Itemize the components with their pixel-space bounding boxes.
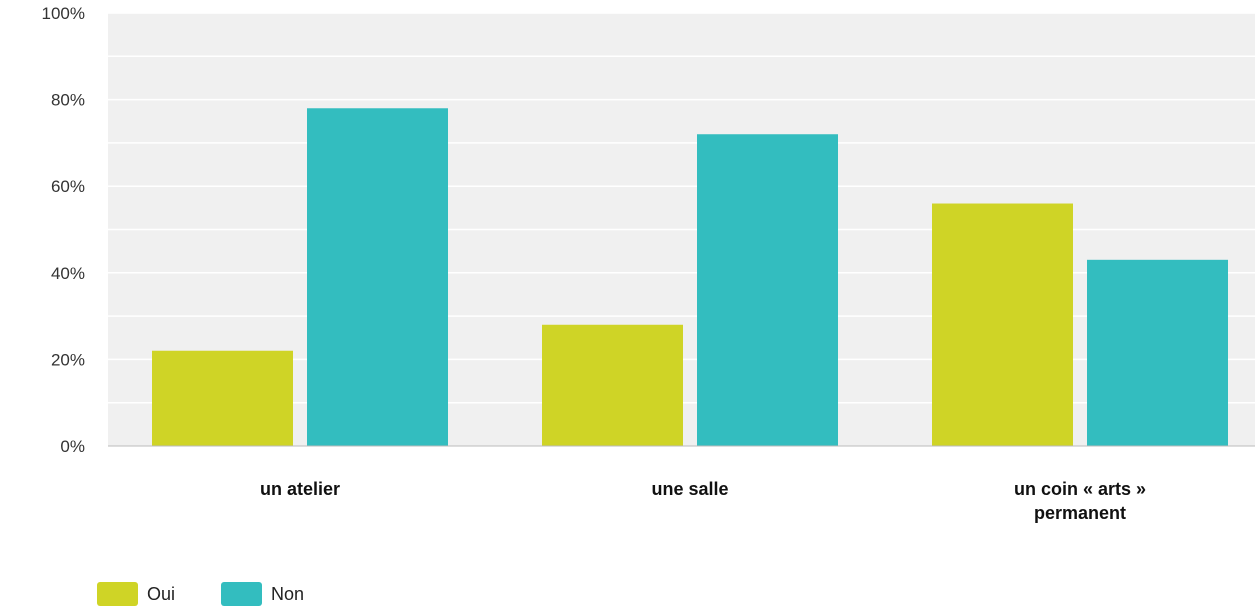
x-category-line: une salle [651, 479, 728, 499]
bar-oui-1 [152, 350, 293, 446]
x-category-label: un atelier [260, 479, 340, 499]
y-tick-label: 80% [51, 91, 85, 110]
x-category-line: un coin « arts » [1014, 479, 1146, 499]
legend-label-non: Non [271, 583, 305, 604]
x-category-line: permanent [1034, 503, 1126, 523]
y-tick-label: 60% [51, 177, 85, 196]
y-tick-label: 20% [51, 350, 85, 369]
x-category-label: une salle [651, 479, 728, 499]
bar-non-3 [1087, 259, 1228, 446]
bar-oui-2 [542, 324, 683, 446]
bar-oui-3 [932, 203, 1073, 446]
bars [152, 108, 1228, 447]
legend: Oui Non [97, 582, 350, 606]
y-tick-label: 40% [51, 264, 85, 283]
x-category-line: un atelier [260, 479, 340, 499]
y-tick-label: 0% [60, 437, 85, 456]
legend-swatch-oui [97, 582, 138, 606]
legend-label-oui: Oui [147, 583, 176, 604]
x-category-labels: un atelier une salle un coin « arts » perma… [260, 479, 1146, 523]
y-tick-labels: 0% 20% 40% 60% 80% 100% [42, 4, 85, 456]
bar-non-2 [697, 134, 838, 447]
bar-chart: 0%20%40%60%80%100% un atelier une salle un… [42, 4, 1255, 523]
legend-item-non: Non [221, 582, 304, 606]
x-category-label: un coin « arts » permanent [1014, 479, 1146, 523]
y-tick-label: 100% [42, 4, 85, 23]
legend-swatch-non [221, 582, 263, 606]
bar-non-1 [307, 108, 448, 446]
legend-item-oui: Oui [97, 582, 175, 606]
